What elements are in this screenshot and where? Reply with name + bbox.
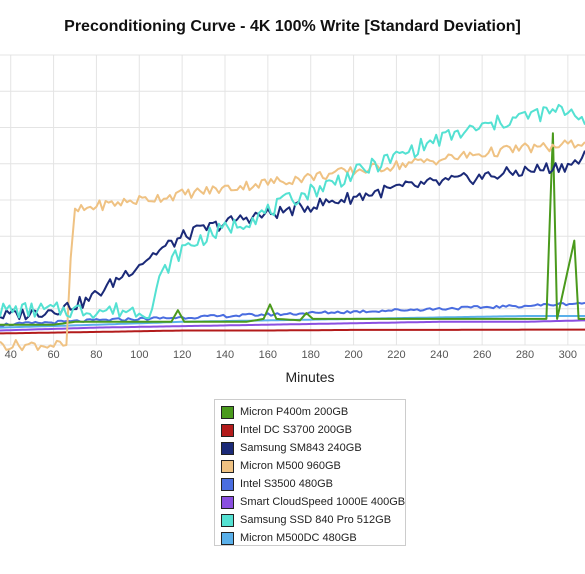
legend-item[interactable]: Intel DC S3700 200GB (221, 421, 352, 439)
x-tick-label: 180 (302, 349, 320, 361)
grid-lines (0, 54, 585, 346)
x-tick-label: 40 (5, 349, 17, 361)
series-line (0, 328, 585, 335)
legend-item[interactable]: Smart CloudSpeed 1000E 400GB (221, 493, 405, 511)
x-axis-label: Minutes (285, 369, 335, 385)
legend-swatch (221, 513, 234, 527)
legend-label: Smart CloudSpeed 1000E 400GB (240, 496, 406, 508)
x-tick-label: 260 (473, 349, 491, 361)
legend-swatch (221, 405, 234, 419)
legend-swatch (221, 477, 234, 491)
x-tick-label: 300 (559, 349, 577, 361)
x-axis-ticks: 40 60 80 100 120 140 160 180 200 220 240 260 280 300 (5, 349, 577, 361)
chart-title: Preconditioning Curve - 4K 100% Write [S… (64, 18, 521, 35)
x-tick-label: 120 (173, 349, 191, 361)
series-line (0, 139, 585, 352)
series-lines (0, 103, 585, 352)
legend-item[interactable]: Micron M500 960GB (221, 457, 341, 475)
legend-label: Micron M500 960GB (240, 460, 341, 472)
x-tick-label: 280 (516, 349, 534, 361)
legend-label: Intel S3500 480GB (240, 478, 333, 490)
series-line (0, 301, 585, 327)
series-line (0, 103, 585, 320)
x-tick-label: 220 (387, 349, 405, 361)
x-tick-label: 100 (130, 349, 148, 361)
legend-item[interactable]: Samsung SSD 840 Pro 512GB (221, 511, 391, 529)
x-tick-label: 240 (430, 349, 448, 361)
legend-swatch (221, 495, 234, 509)
legend-item[interactable]: Micron M500DC 480GB (221, 529, 357, 547)
legend-swatch (221, 459, 234, 473)
series-line (0, 150, 585, 321)
legend-swatch (221, 441, 234, 455)
x-tick-label: 60 (47, 349, 59, 361)
legend-label: Samsung SM843 240GB (240, 442, 362, 454)
x-tick-label: 140 (216, 349, 234, 361)
series-line (0, 132, 585, 326)
legend-swatch (221, 531, 234, 545)
legend-swatch (221, 423, 234, 437)
legend-item[interactable]: Samsung SM843 240GB (221, 439, 362, 457)
x-tick-label: 160 (259, 349, 277, 361)
series-line (0, 319, 585, 332)
legend-label: Samsung SSD 840 Pro 512GB (240, 514, 392, 526)
legend-label: Intel DC S3700 200GB (240, 424, 352, 436)
x-tick-label: 200 (344, 349, 362, 361)
legend-item[interactable]: Intel S3500 480GB (221, 475, 333, 493)
legend-label: Micron M500DC 480GB (240, 532, 357, 544)
chart-legend: Micron P400m 200GB Intel DC S3700 200GB Sa… (214, 399, 406, 546)
legend-label: Micron P400m 200GB (240, 406, 349, 418)
legend-item[interactable]: Micron P400m 200GB (221, 403, 348, 421)
x-tick-label: 80 (90, 349, 102, 361)
